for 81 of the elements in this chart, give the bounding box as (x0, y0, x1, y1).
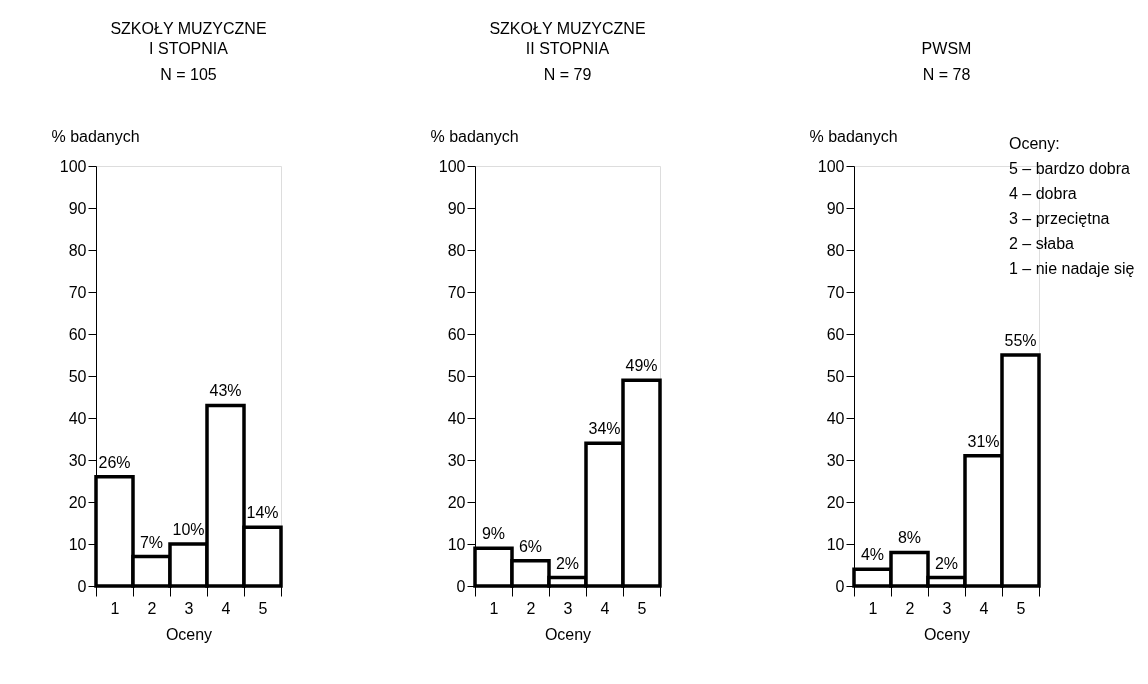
chart-title: SZKOŁY MUZYCZNE II STOPNIA (489, 20, 646, 57)
y-axis-title: % badanych (809, 127, 898, 145)
x-tick-label: 2 (905, 599, 915, 617)
y-tick-label: 90 (68, 199, 87, 217)
x-tick-label: 3 (563, 599, 573, 617)
y-tick-label: 80 (68, 241, 87, 259)
y-tick-label: 70 (68, 283, 87, 301)
chart-title: PWSM (921, 40, 972, 57)
y-tick-label: 80 (447, 241, 466, 259)
y-tick-label: 20 (826, 493, 845, 511)
data-label: 55% (1004, 332, 1037, 349)
text: Oceny: (1009, 135, 1060, 152)
data-label: 4% (860, 546, 885, 564)
y-tick-label: 30 (826, 451, 845, 469)
data-label: 34% (588, 420, 621, 438)
y-tick-label: 80 (826, 241, 845, 259)
y-tick-label: 0 (835, 577, 845, 595)
y-tick-label: 60 (68, 325, 87, 343)
chart-title: SZKOŁY MUZYCZNE I STOPNIA (110, 20, 267, 57)
x-tick-label: 5 (637, 599, 647, 617)
annotation: 3 – przeciętna (1009, 210, 1110, 227)
data-label: 7% (139, 533, 164, 551)
x-tick-label: 4 (979, 599, 989, 617)
x-tick-label: 2 (526, 599, 536, 617)
y-tick-label: 10 (826, 535, 845, 553)
data-label: 26% (98, 453, 131, 471)
annotation: 1 – nie nadaje się (1009, 260, 1135, 277)
y-tick-label: 20 (68, 493, 87, 511)
x-axis-title: Oceny (544, 625, 592, 643)
data-label: 14% (246, 504, 279, 522)
x-tick-label: 5 (1016, 599, 1026, 617)
data-label: 49% (625, 357, 658, 375)
data-label: 9% (481, 525, 506, 543)
x-tick-label: 4 (600, 599, 610, 617)
y-tick-label: 30 (447, 451, 466, 469)
x-axis-title: Oceny (923, 625, 971, 643)
y-tick-label: 40 (68, 409, 87, 427)
y-tick-label: 0 (456, 577, 466, 595)
y-tick-label: 50 (826, 367, 845, 385)
y-tick-label: 70 (447, 283, 466, 301)
data-label: 43% (209, 382, 242, 400)
y-tick-label: 10 (68, 535, 87, 553)
y-tick-label: 40 (447, 409, 466, 427)
x-axis-title: Oceny (165, 625, 213, 643)
x-tick-label: 3 (184, 599, 194, 617)
x-tick-label: 4 (221, 599, 231, 617)
annotation: 5 – bardzo dobra (1009, 160, 1131, 177)
chart-subtitle: N = 105 (160, 66, 217, 83)
x-tick-label: 2 (147, 599, 157, 617)
y-tick-label: 90 (826, 199, 845, 217)
data-label: 2% (555, 554, 580, 572)
y-tick-label: 100 (438, 157, 466, 175)
chart-subtitle: N = 78 (922, 66, 971, 83)
x-tick-label: 1 (110, 599, 120, 617)
y-tick-label: 50 (447, 367, 466, 385)
annotation: 4 – dobra (1009, 185, 1077, 202)
annotation: 2 – słaba (1009, 235, 1075, 252)
y-tick-label: 40 (826, 409, 845, 427)
data-label: 10% (172, 521, 205, 538)
y-tick-label: 60 (447, 325, 466, 343)
y-tick-label: 100 (59, 157, 87, 175)
y-tick-label: 90 (447, 199, 466, 217)
data-label: 6% (518, 537, 543, 555)
y-axis-title: % badanych (430, 127, 519, 145)
y-tick-label: 10 (447, 535, 466, 553)
data-label: 31% (967, 432, 1000, 450)
chart-subtitle: N = 79 (543, 66, 592, 83)
y-tick-label: 30 (68, 451, 87, 469)
y-tick-label: 60 (826, 325, 845, 343)
y-tick-label: 100 (817, 157, 845, 175)
x-tick-label: 1 (868, 599, 878, 617)
x-tick-label: 3 (942, 599, 952, 617)
data-label: 2% (934, 554, 959, 572)
x-tick-label: 5 (258, 599, 268, 617)
y-tick-label: 70 (826, 283, 845, 301)
y-tick-label: 50 (68, 367, 87, 385)
y-tick-label: 20 (447, 493, 466, 511)
y-axis-title: % badanych (51, 127, 140, 145)
y-tick-label: 0 (77, 577, 87, 595)
x-tick-label: 1 (489, 599, 499, 617)
data-label: 8% (897, 529, 922, 547)
